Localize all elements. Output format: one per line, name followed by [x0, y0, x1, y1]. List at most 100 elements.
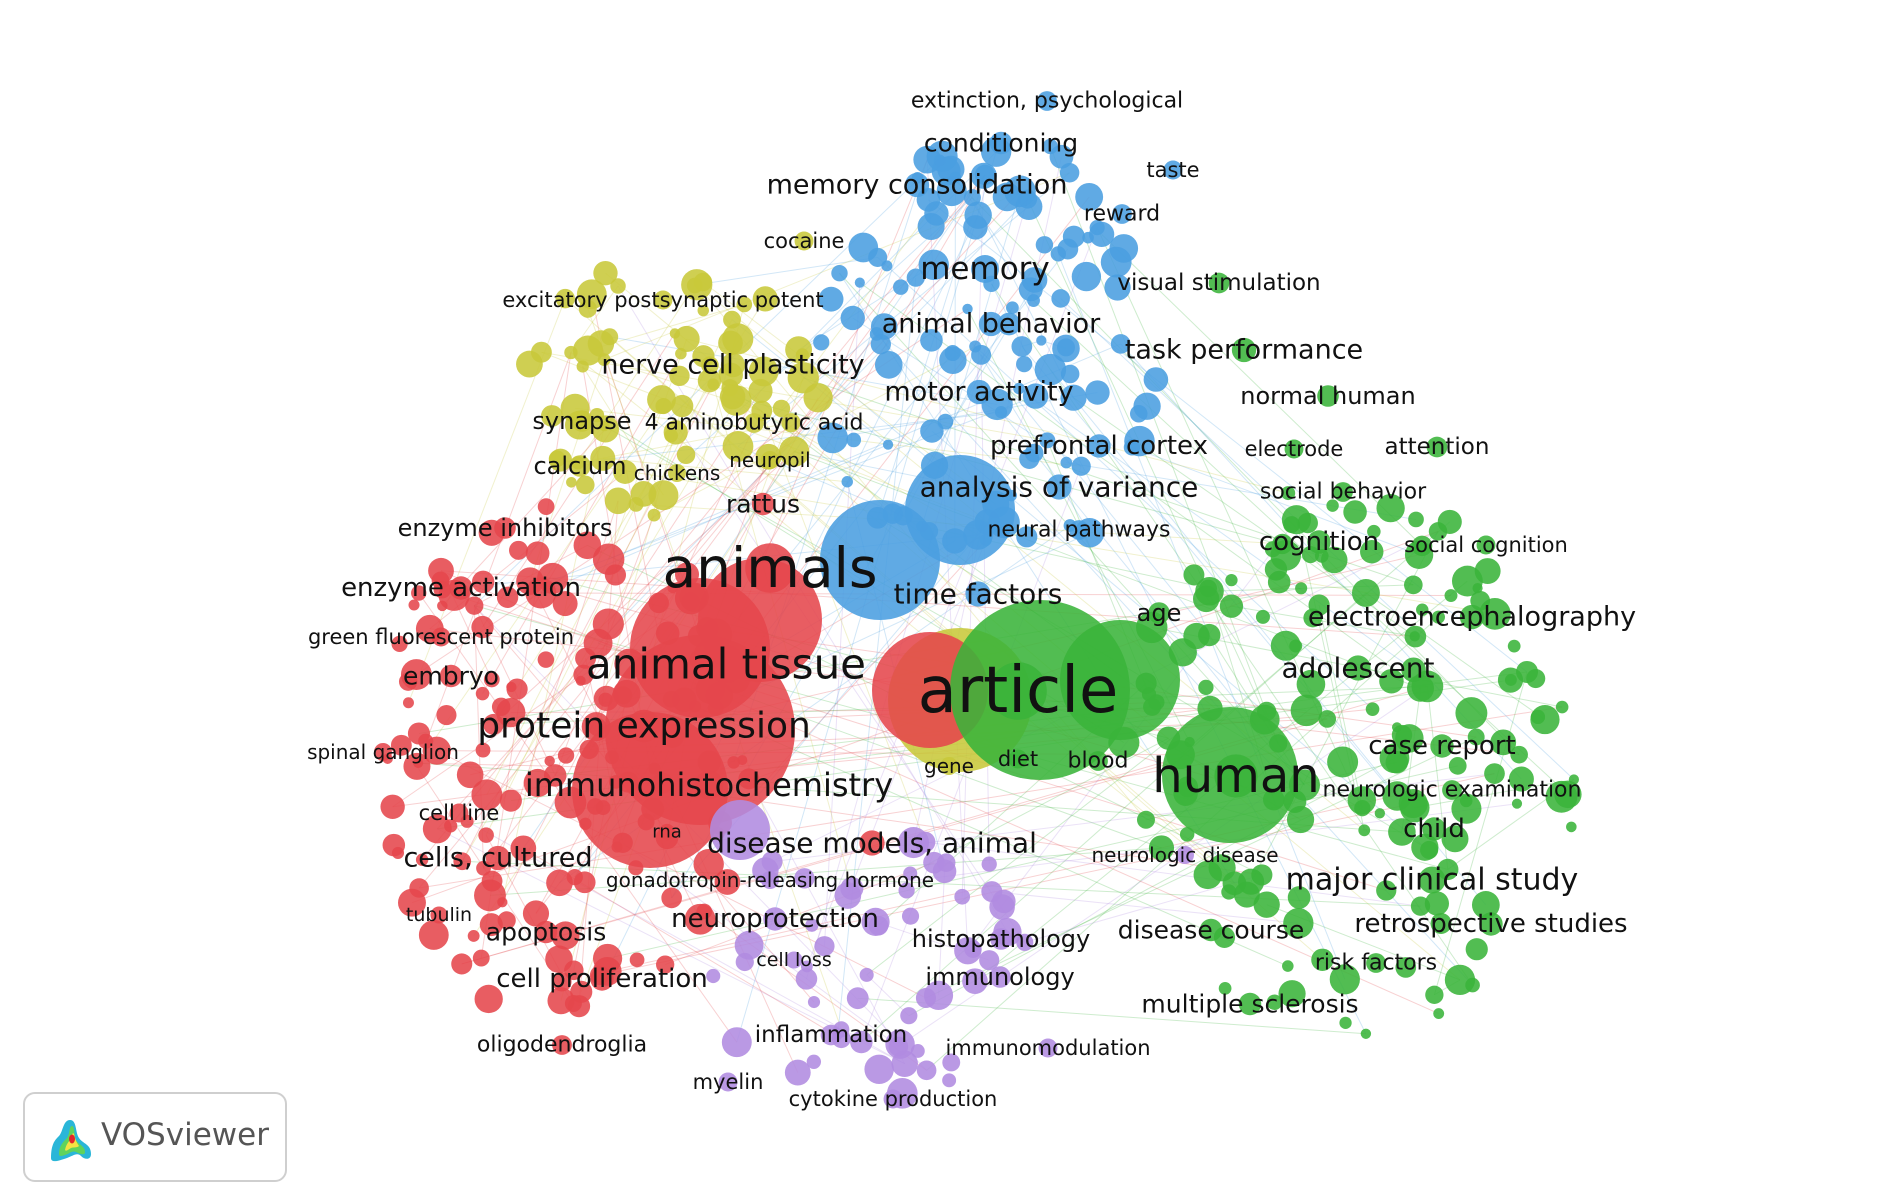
- term-node[interactable]: [721, 385, 752, 416]
- term-label[interactable]: enzyme inhibitors: [398, 514, 613, 542]
- term-node[interactable]: [1398, 788, 1428, 819]
- term-node[interactable]: [1391, 724, 1413, 746]
- term-node[interactable]: [1219, 594, 1244, 618]
- term-node[interactable]: [1376, 880, 1397, 901]
- term-node[interactable]: [864, 1054, 894, 1085]
- term-node[interactable]: [989, 131, 1013, 155]
- term-node[interactable]: [471, 570, 495, 594]
- term-node[interactable]: [573, 871, 596, 894]
- term-node[interactable]: [1069, 520, 1089, 540]
- term-node[interactable]: [965, 581, 991, 607]
- term-node[interactable]: [1467, 728, 1485, 746]
- term-node[interactable]: [1046, 474, 1072, 500]
- term-node[interactable]: [522, 900, 550, 927]
- term-node[interactable]: [593, 260, 618, 286]
- term-label[interactable]: electroencephalography: [1308, 602, 1636, 633]
- term-node[interactable]: [1297, 512, 1318, 534]
- term-node[interactable]: [1192, 585, 1220, 613]
- term-node[interactable]: [1060, 384, 1087, 411]
- term-node[interactable]: [1296, 669, 1326, 699]
- term-node[interactable]: [916, 1060, 937, 1081]
- term-node[interactable]: [1016, 526, 1038, 548]
- term-node[interactable]: [499, 789, 522, 812]
- term-node[interactable]: [506, 678, 528, 700]
- term-node[interactable]: [761, 871, 779, 889]
- term-node[interactable]: [954, 888, 971, 905]
- term-node[interactable]: [784, 1059, 811, 1086]
- term-node[interactable]: [566, 476, 577, 488]
- term-node[interactable]: [1148, 602, 1170, 624]
- term-label[interactable]: risk factors: [1315, 951, 1437, 976]
- term-node[interactable]: [451, 953, 473, 975]
- term-node[interactable]: [430, 906, 448, 924]
- term-label[interactable]: taste: [1146, 158, 1199, 182]
- term-node[interactable]: [1459, 604, 1485, 630]
- term-node[interactable]: [449, 576, 473, 600]
- term-node[interactable]: [1036, 335, 1047, 346]
- term-node[interactable]: [1568, 774, 1580, 785]
- term-node[interactable]: [1459, 794, 1473, 808]
- term-node[interactable]: [1071, 456, 1091, 476]
- term-node[interactable]: [1476, 535, 1496, 555]
- term-node[interactable]: [465, 596, 484, 615]
- term-node[interactable]: [1281, 486, 1296, 501]
- term-node[interactable]: [1507, 639, 1521, 653]
- term-label[interactable]: prefrontal cortex: [990, 431, 1208, 461]
- term-node[interactable]: [1504, 674, 1517, 686]
- term-node[interactable]: [787, 362, 819, 394]
- term-node[interactable]: [978, 311, 1004, 337]
- term-node[interactable]: [818, 286, 844, 312]
- term-node[interactable]: [841, 476, 853, 488]
- term-node[interactable]: [745, 543, 795, 593]
- term-node[interactable]: [1075, 182, 1104, 211]
- term-label[interactable]: neurologic examination: [1323, 778, 1582, 803]
- term-node[interactable]: [1270, 630, 1301, 661]
- term-label[interactable]: rattus: [726, 490, 800, 519]
- hub-node[interactable]: [905, 455, 1015, 565]
- term-node[interactable]: [850, 1030, 873, 1054]
- term-node[interactable]: [1214, 754, 1258, 798]
- term-node[interactable]: [530, 341, 552, 363]
- term-node[interactable]: [1404, 625, 1427, 648]
- term-node[interactable]: [971, 255, 999, 283]
- term-node[interactable]: [772, 399, 791, 418]
- term-node[interactable]: [1225, 573, 1238, 587]
- term-label[interactable]: case report: [1368, 731, 1515, 761]
- term-node[interactable]: [920, 419, 944, 443]
- term-node[interactable]: [1062, 225, 1085, 248]
- term-label[interactable]: cocaine: [764, 229, 845, 253]
- term-node[interactable]: [918, 249, 949, 281]
- term-node[interactable]: [898, 882, 915, 899]
- term-node[interactable]: [613, 460, 638, 484]
- term-node[interactable]: [449, 803, 469, 823]
- term-node[interactable]: [874, 351, 903, 379]
- term-label[interactable]: attention: [1385, 434, 1490, 460]
- term-node[interactable]: [571, 410, 593, 432]
- term-node[interactable]: [481, 870, 503, 892]
- term-node[interactable]: [1555, 700, 1569, 714]
- term-node[interactable]: [475, 686, 490, 701]
- term-node[interactable]: [697, 304, 709, 317]
- term-label[interactable]: tubulin: [406, 904, 472, 926]
- term-node[interactable]: [1307, 530, 1331, 554]
- hub-node[interactable]: [572, 712, 728, 868]
- term-node[interactable]: [1176, 846, 1194, 864]
- term-node[interactable]: [831, 264, 848, 282]
- term-node[interactable]: [1278, 980, 1306, 1008]
- term-node[interactable]: [868, 915, 889, 936]
- term-node[interactable]: [509, 540, 528, 560]
- term-node[interactable]: [1343, 500, 1367, 524]
- term-node[interactable]: [1411, 670, 1444, 703]
- term-node[interactable]: [627, 709, 661, 743]
- term-node[interactable]: [564, 345, 578, 360]
- term-node[interactable]: [525, 541, 550, 566]
- term-node[interactable]: [869, 327, 884, 341]
- term-node[interactable]: [883, 1089, 903, 1109]
- term-node[interactable]: [1490, 729, 1517, 756]
- term-node[interactable]: [431, 627, 451, 647]
- term-node[interactable]: [736, 296, 753, 313]
- term-node[interactable]: [1339, 1016, 1352, 1029]
- term-node[interactable]: [714, 869, 741, 895]
- term-label[interactable]: disease course: [1118, 916, 1304, 945]
- term-node[interactable]: [1566, 821, 1577, 833]
